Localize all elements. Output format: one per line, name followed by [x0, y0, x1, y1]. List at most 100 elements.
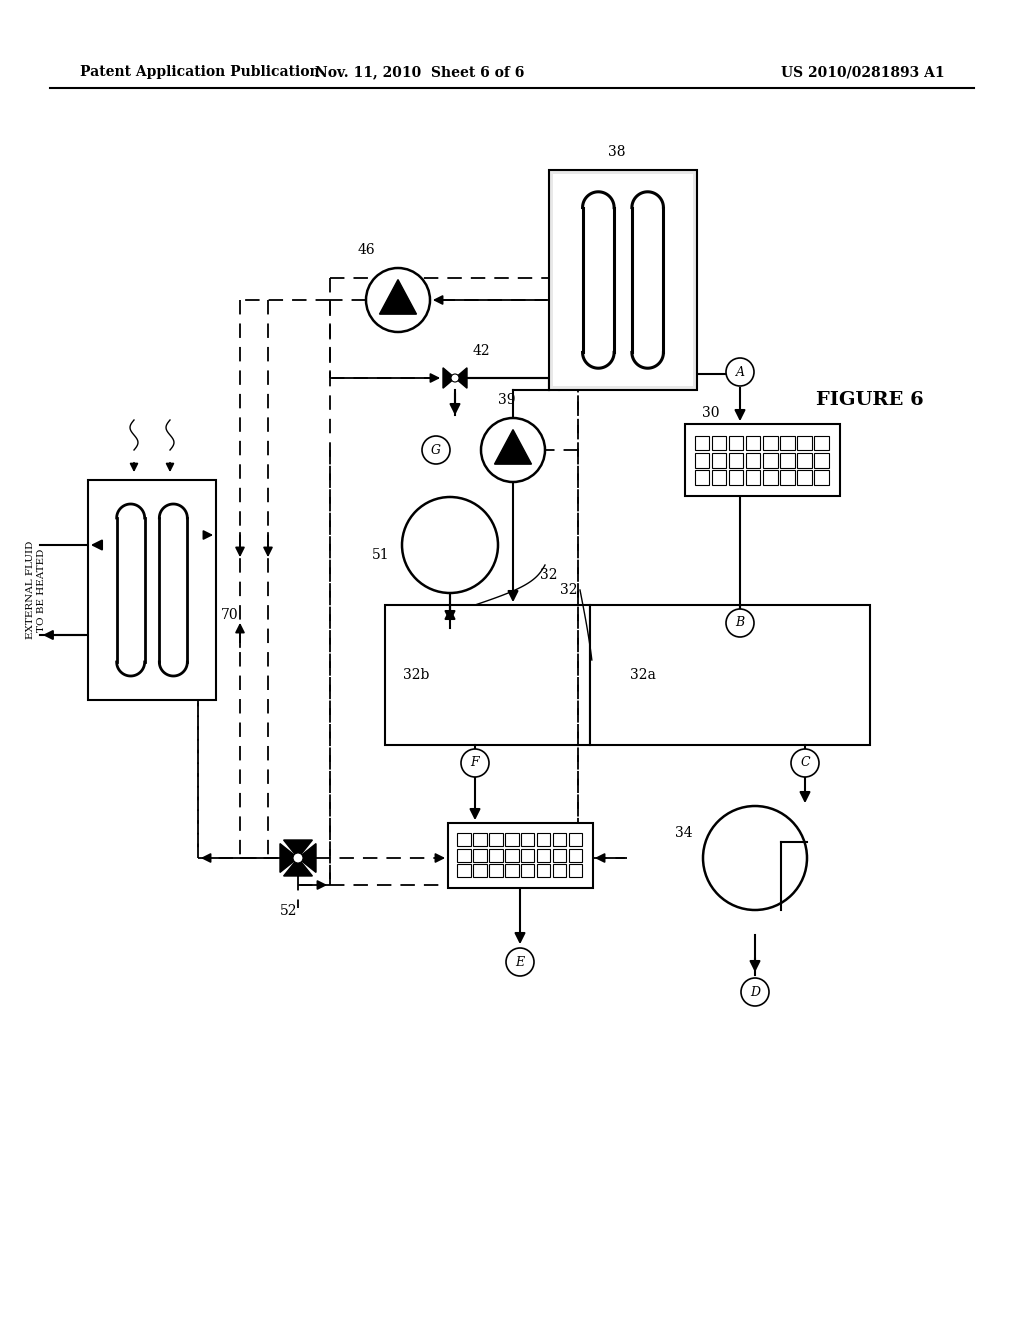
Text: E: E	[515, 956, 524, 969]
Bar	[590, 605, 870, 744]
Bar	[457, 849, 471, 862]
Bar	[729, 453, 743, 467]
Circle shape	[402, 498, 498, 593]
Bar	[537, 865, 551, 878]
Bar	[505, 833, 518, 846]
Bar	[763, 453, 777, 467]
Bar	[763, 436, 777, 450]
Bar	[549, 170, 697, 389]
Circle shape	[293, 853, 303, 863]
Bar	[537, 833, 551, 846]
Circle shape	[481, 418, 545, 482]
Text: FIGURE 6: FIGURE 6	[816, 391, 924, 409]
Bar	[553, 865, 566, 878]
Circle shape	[741, 978, 769, 1006]
Polygon shape	[443, 368, 455, 388]
Polygon shape	[298, 843, 316, 873]
Polygon shape	[280, 843, 298, 873]
Bar	[553, 849, 566, 862]
Text: F: F	[471, 756, 479, 770]
Text: B: B	[735, 616, 744, 630]
Bar	[505, 865, 518, 878]
Circle shape	[461, 748, 489, 777]
Text: A: A	[735, 366, 744, 379]
Bar	[537, 849, 551, 862]
Polygon shape	[380, 280, 417, 314]
Text: 38: 38	[608, 145, 626, 158]
Bar	[473, 833, 486, 846]
Circle shape	[366, 268, 430, 333]
Bar	[814, 453, 828, 467]
Bar	[814, 436, 828, 450]
Text: 70: 70	[221, 609, 239, 622]
Bar	[797, 470, 812, 484]
Bar	[521, 865, 535, 878]
Bar	[814, 470, 828, 484]
Bar	[447, 822, 593, 887]
Bar	[457, 865, 471, 878]
Bar	[489, 833, 503, 846]
Circle shape	[451, 374, 459, 381]
Bar	[553, 833, 566, 846]
Bar	[684, 424, 840, 496]
Text: 52: 52	[280, 904, 298, 917]
Text: 30: 30	[702, 407, 720, 420]
Bar	[385, 605, 590, 744]
Bar	[763, 470, 777, 484]
Bar	[88, 480, 216, 700]
Polygon shape	[284, 840, 312, 858]
Circle shape	[726, 358, 754, 385]
Text: Patent Application Publication: Patent Application Publication	[80, 65, 319, 79]
Circle shape	[422, 436, 450, 465]
Text: US 2010/0281893 A1: US 2010/0281893 A1	[781, 65, 945, 79]
Polygon shape	[495, 429, 531, 465]
Bar	[521, 833, 535, 846]
Bar	[797, 453, 812, 467]
Text: C: C	[800, 756, 810, 770]
Text: 51: 51	[372, 548, 389, 562]
Bar	[695, 436, 710, 450]
Text: G: G	[431, 444, 441, 457]
Polygon shape	[284, 858, 312, 876]
Text: D: D	[750, 986, 760, 998]
Text: 32b: 32b	[403, 668, 429, 682]
Circle shape	[506, 948, 534, 975]
Bar	[569, 865, 583, 878]
Circle shape	[703, 807, 807, 909]
Bar	[745, 436, 761, 450]
Text: 42: 42	[473, 345, 490, 358]
Text: 39: 39	[498, 393, 515, 407]
Bar	[712, 470, 726, 484]
Bar	[695, 470, 710, 484]
Text: 32: 32	[560, 583, 578, 597]
Text: EXTERNAL FLUID
TO BE HEATED: EXTERNAL FLUID TO BE HEATED	[27, 541, 46, 639]
Bar	[695, 453, 710, 467]
Bar	[745, 453, 761, 467]
Bar	[729, 470, 743, 484]
Bar	[473, 865, 486, 878]
Bar	[569, 849, 583, 862]
Bar	[780, 453, 795, 467]
Bar	[473, 849, 486, 862]
Polygon shape	[455, 368, 467, 388]
Text: 32a: 32a	[630, 668, 656, 682]
Bar	[729, 436, 743, 450]
Bar	[489, 849, 503, 862]
Circle shape	[791, 748, 819, 777]
Bar	[712, 453, 726, 467]
Bar	[489, 865, 503, 878]
Bar	[797, 436, 812, 450]
Text: Nov. 11, 2010  Sheet 6 of 6: Nov. 11, 2010 Sheet 6 of 6	[315, 65, 524, 79]
Bar	[780, 436, 795, 450]
Bar	[712, 436, 726, 450]
Circle shape	[726, 609, 754, 638]
Bar	[521, 849, 535, 862]
Bar	[505, 849, 518, 862]
Bar	[780, 470, 795, 484]
Bar	[745, 470, 761, 484]
Bar	[569, 833, 583, 846]
Text: 32: 32	[540, 568, 557, 582]
Text: 34: 34	[675, 826, 692, 840]
Bar	[457, 833, 471, 846]
Bar	[553, 174, 693, 385]
